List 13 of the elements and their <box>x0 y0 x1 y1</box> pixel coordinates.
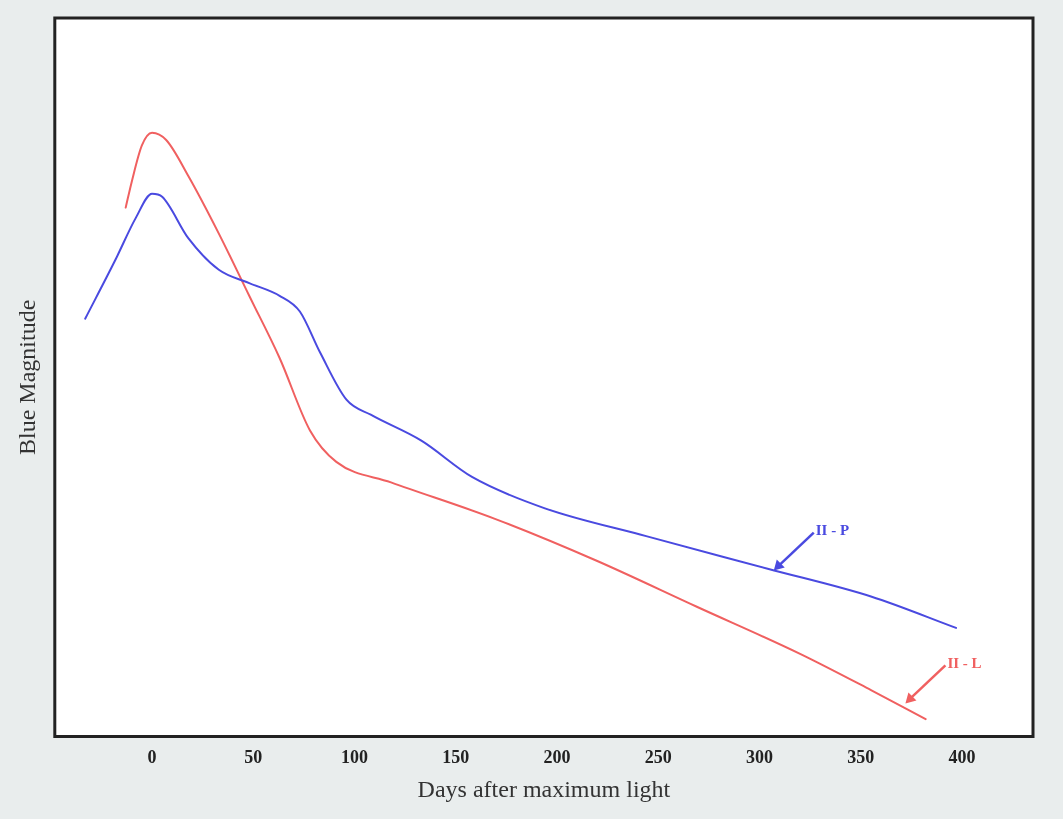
x-tick-label: 250 <box>644 747 672 768</box>
x-tick-label: 100 <box>341 747 369 768</box>
x-tick-label: 50 <box>244 747 263 768</box>
x-axis-title: Days after maximum light <box>417 775 671 802</box>
x-tick-label: 300 <box>746 747 774 768</box>
annotation: II - P <box>815 521 850 538</box>
annotation: II - L <box>947 654 982 671</box>
y-axis-title: Blue Magnitude <box>13 299 40 455</box>
x-tick-label: 0 <box>147 747 157 768</box>
x-tick-label: 200 <box>543 747 571 768</box>
x-tick-label: 350 <box>847 747 875 768</box>
x-tick-label: 400 <box>948 747 976 768</box>
x-tick-label: 150 <box>442 747 470 768</box>
